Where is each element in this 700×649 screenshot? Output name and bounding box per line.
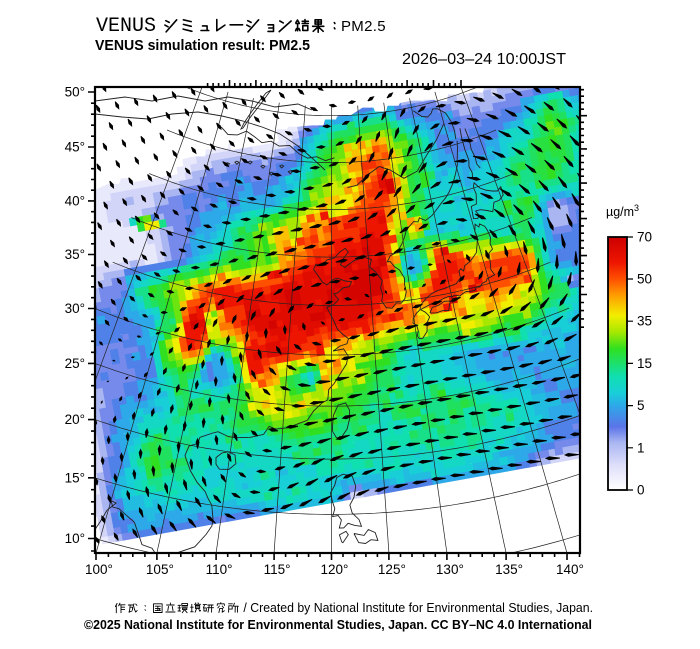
svg-text:120°: 120°: [321, 562, 349, 577]
svg-text:135°: 135°: [495, 562, 523, 577]
svg-text:35°: 35°: [65, 247, 85, 262]
svg-text:VENUS simulation result: PM2.5: VENUS simulation result: PM2.5: [95, 38, 310, 54]
svg-text:µg/m3: µg/m3: [606, 203, 639, 219]
svg-text:VENUS: VENUS: [96, 15, 156, 38]
svg-text:70: 70: [637, 230, 652, 245]
svg-text:125°: 125°: [378, 562, 406, 577]
svg-text:130°: 130°: [436, 562, 464, 577]
svg-text:5: 5: [637, 398, 645, 413]
svg-text:15: 15: [637, 356, 652, 371]
svg-text:100°: 100°: [85, 562, 113, 577]
svg-text:1: 1: [637, 440, 645, 455]
svg-text:10°: 10°: [65, 531, 85, 546]
svg-text:/ Created by National Institut: / Created by National Institute for Envi…: [240, 601, 593, 615]
svg-text:50: 50: [637, 272, 652, 287]
svg-text:2026–03–24 10:00JST: 2026–03–24 10:00JST: [402, 51, 567, 68]
svg-text:140°: 140°: [556, 562, 584, 577]
svg-text:115°: 115°: [264, 562, 291, 577]
svg-text:20°: 20°: [65, 412, 85, 427]
svg-text:25°: 25°: [65, 356, 85, 371]
svg-text:0: 0: [637, 483, 645, 498]
svg-text:50°: 50°: [65, 85, 85, 100]
svg-text:©2025 National Institute for E: ©2025 National Institute for Environment…: [84, 617, 592, 632]
svg-text:15°: 15°: [65, 470, 85, 485]
svg-text:PM2.5: PM2.5: [341, 18, 386, 35]
svg-text:35: 35: [637, 314, 652, 329]
svg-text:105°: 105°: [146, 562, 174, 577]
svg-text:110°: 110°: [206, 562, 233, 577]
svg-text:45°: 45°: [65, 140, 85, 155]
svg-text:30°: 30°: [65, 301, 85, 316]
svg-text:40°: 40°: [65, 193, 85, 208]
